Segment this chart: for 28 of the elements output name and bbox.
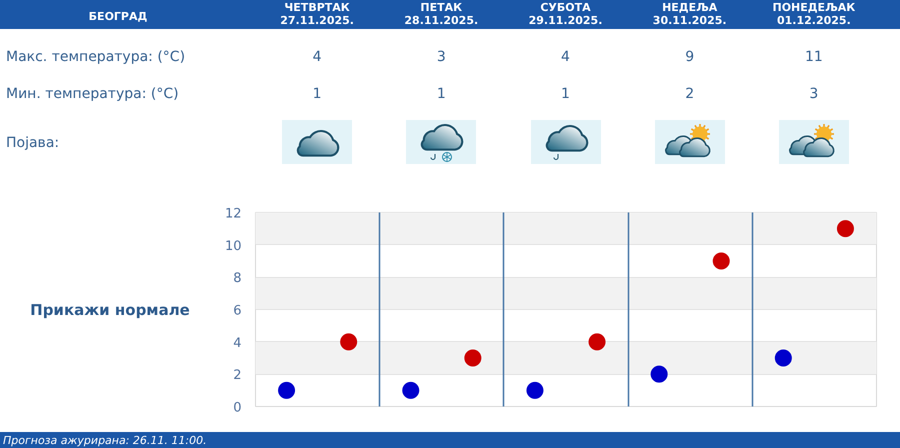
text: Мин. температура: (°C) [6,86,179,102]
data-label: 11 [804,49,823,65]
text: СУБОТА 29.11.2025. [528,1,602,27]
text: НЕДЕЉА 30.11.2025. [652,1,727,27]
text: ПОНЕДЕЉАК 01.12.2025. [772,1,856,27]
data-label: 1 [436,86,446,102]
data-label: 1 [561,86,570,102]
y-tick-label: 8 [233,271,242,286]
text: Прогноза ажурирана: 26.11. 11:00. [3,434,207,447]
data-label: 3 [436,49,446,65]
data-label: 1 [312,86,322,102]
data-label: 2 [685,86,694,102]
y-tick-label: 6 [233,304,242,318]
data-label: 4 [312,49,322,65]
text: ПЕТАК 28.11.2025. [404,1,478,27]
text: БЕОГРАД [88,10,148,23]
data-label: 4 [561,49,570,65]
y-tick-label: 0 [233,400,242,416]
y-tick-label: 2 [233,368,242,384]
text: ЧЕТВРТАК 27.11.2025. [280,1,354,27]
y-tick-label: 4 [233,336,242,351]
data-label: 9 [685,49,694,65]
text: Прикажи нормале [30,301,190,319]
data-label: 3 [809,86,818,102]
text: Појава: [6,135,60,151]
y-tick-label: 12 [224,206,242,222]
y-tick-label: 10 [224,238,242,254]
text: Макс. температура: (°C) [6,49,186,65]
